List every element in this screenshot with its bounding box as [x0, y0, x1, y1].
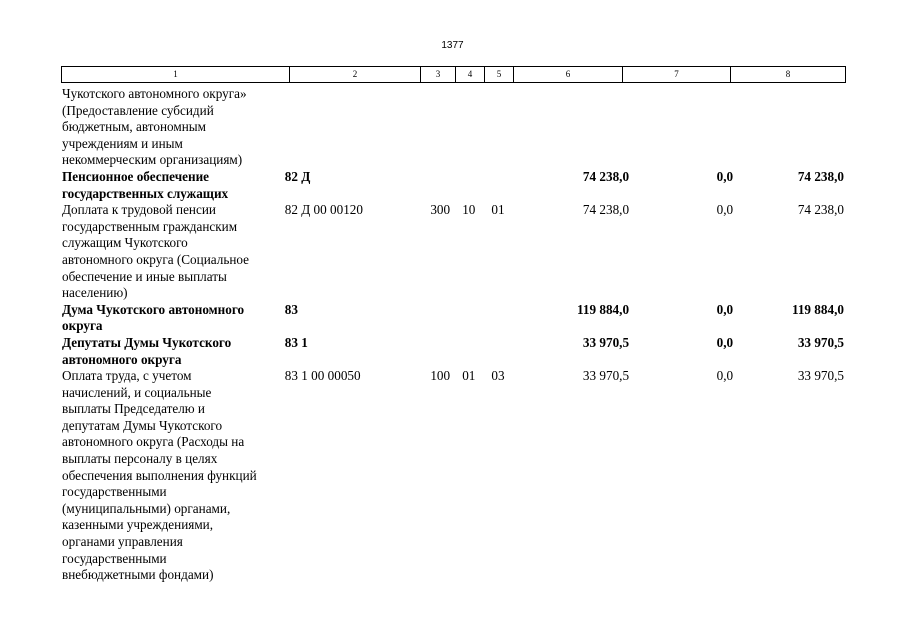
row-sum-col7: 0,0: [716, 368, 734, 384]
row-name-line: служащим Чукотского: [62, 235, 188, 251]
column-header-7: 7: [622, 66, 731, 83]
row-name: Оплата труда, с учетом начислений, и соци…: [61, 368, 283, 584]
row-section: 01: [462, 368, 476, 384]
row-name-line: государственными: [62, 550, 167, 566]
row-subsection: [475, 169, 504, 202]
row-name-line: Доплата к трудовой пенсии: [62, 202, 216, 218]
row-name-line: государственными: [62, 484, 167, 500]
row-name-line: учреждениям и иным: [62, 135, 183, 151]
row-name-line: некоммерческим организациям): [62, 152, 243, 168]
row-section: [450, 335, 475, 368]
row-name: Депутаты Думы Чукотского автономного окру…: [61, 335, 283, 368]
row-name: Пенсионное обеспечение государственных сл…: [61, 169, 283, 202]
row-name-line: (муниципальными) органами,: [62, 500, 231, 516]
row-sum-col8: 74 238,0: [797, 202, 844, 218]
row-expense-type: [411, 169, 450, 202]
row-name-line: Депутаты Думы Чукотского: [62, 334, 232, 350]
row-sum-col6: 33 970,5: [582, 368, 630, 384]
row-sum-col6: 74 238,0: [582, 202, 630, 218]
row-sum-col7: 0,0: [716, 168, 734, 184]
table-row: Дума Чукотского автономного округа 83 119 8…: [61, 302, 844, 335]
row-section: 10: [462, 202, 476, 218]
row-name-line: автономного округа (Расходы на: [62, 434, 245, 450]
row-name-line: казенными учреждениями,: [62, 517, 214, 533]
row-name-line: начислений, и социальные: [62, 384, 212, 400]
row-name: Доплата к трудовой пенсии государственным…: [61, 202, 283, 302]
row-subsection: [475, 86, 504, 169]
row-name-line: Дума Чукотского автономного: [62, 301, 245, 317]
column-header-5: 5: [484, 66, 514, 83]
row-expense-type: [411, 86, 450, 169]
row-name-line: Пенсионное обеспечение: [62, 168, 210, 184]
row-name-line: обеспечения выполнения функций: [62, 467, 257, 483]
column-header-4: 4: [455, 66, 485, 83]
row-subsection: [475, 335, 504, 368]
row-sum-col7: [629, 86, 733, 169]
row-sum-col6: 74 238,0: [582, 168, 630, 184]
row-name-line: органами управления: [62, 534, 183, 550]
row-section: [450, 86, 475, 169]
row-sum-col6: [505, 86, 629, 169]
row-code: [283, 86, 411, 169]
row-name-line: выплаты персоналу в целях: [62, 451, 218, 467]
row-sum-col8: 33 970,5: [797, 334, 844, 350]
row-code: 82 Д: [284, 168, 311, 184]
column-header-3: 3: [420, 66, 456, 83]
row-subsection: 01: [491, 202, 505, 218]
column-header-1: 1: [61, 66, 290, 83]
row-name-line: автономного округа: [62, 351, 182, 367]
row-expense-type: 300: [430, 202, 451, 218]
row-sum-col8: 119 884,0: [791, 301, 844, 317]
row-subsection: 03: [491, 368, 505, 384]
row-name: Чукотского автономного округа» (Предостав…: [61, 86, 283, 169]
row-expense-type: 100: [430, 368, 451, 384]
table-row: Чукотского автономного округа» (Предостав…: [61, 86, 844, 169]
row-name-line: округа: [62, 318, 103, 334]
row-name-line: (Предоставление субсидий: [62, 102, 214, 118]
page-number: 1377: [441, 40, 464, 51]
table-row: Депутаты Думы Чукотского автономного окру…: [61, 335, 844, 368]
row-section: [450, 302, 475, 335]
row-name-line: населению): [62, 285, 128, 301]
row-sum-col8: 74 238,0: [797, 168, 844, 184]
row-name-line: выплаты Председателю и: [62, 401, 205, 417]
row-name-line: государственных служащих: [62, 185, 229, 201]
row-code: 83 1: [284, 334, 308, 350]
row-name-line: обеспечение и иные выплаты: [62, 268, 227, 284]
row-name-line: внебюджетными фондами): [62, 567, 214, 583]
table-row: Оплата труда, с учетом начислений, и соци…: [61, 368, 844, 584]
column-header-row: 1 2 3 4 5 6 7 8: [61, 66, 846, 83]
row-sum-col8: [733, 86, 844, 169]
row-name-line: Чукотского автономного округа»: [62, 86, 247, 101]
column-header-table: 1 2 3 4 5 6 7 8: [61, 66, 846, 83]
table-row: Пенсионное обеспечение государственных сл…: [61, 169, 844, 202]
budget-table-body: Чукотского автономного округа» (Предостав…: [61, 86, 844, 584]
column-header-6: 6: [513, 66, 623, 83]
row-name-line: депутатам Думы Чукотского: [62, 417, 223, 433]
row-sum-col6: 119 884,0: [577, 301, 630, 317]
row-sum-col6: 33 970,5: [582, 334, 630, 350]
row-subsection: [475, 302, 504, 335]
row-expense-type: [411, 335, 450, 368]
row-expense-type: [411, 302, 450, 335]
row-name-line: бюджетным, автономным: [62, 119, 206, 135]
table-row: Доплата к трудовой пенсии государственным…: [61, 202, 844, 302]
column-header-2: 2: [289, 66, 421, 83]
row-code: 82 Д 00 00120: [284, 202, 363, 218]
row-sum-col7: 0,0: [716, 334, 734, 350]
row-name-line: государственным гражданским: [62, 218, 238, 234]
row-code: 83: [284, 301, 298, 317]
row-name-line: Оплата труда, с учетом: [62, 368, 192, 384]
column-header-8: 8: [730, 66, 846, 83]
row-sum-col8: 33 970,5: [797, 368, 844, 384]
row-sum-col7: 0,0: [716, 301, 734, 317]
row-name: Дума Чукотского автономного округа: [61, 302, 283, 335]
row-code: 83 1 00 00050: [284, 368, 361, 384]
row-sum-col7: 0,0: [716, 202, 734, 218]
row-section: [450, 169, 475, 202]
row-name-line: автономного округа (Социальное: [62, 251, 250, 267]
